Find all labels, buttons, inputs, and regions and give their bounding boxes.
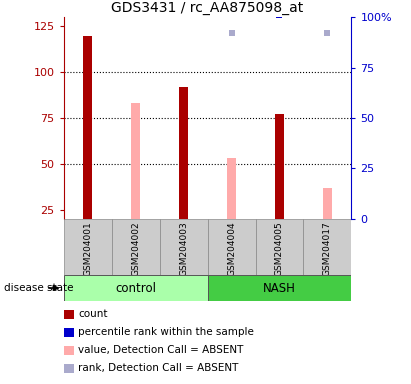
- Bar: [323, 188, 332, 219]
- Bar: [83, 36, 92, 219]
- Text: GSM204004: GSM204004: [227, 222, 236, 276]
- Bar: [64, 219, 112, 275]
- Text: count: count: [78, 309, 108, 319]
- Bar: [275, 114, 284, 219]
- Bar: [131, 103, 140, 219]
- Bar: [159, 219, 208, 275]
- Text: control: control: [115, 281, 156, 295]
- Bar: [303, 219, 351, 275]
- Text: GSM204003: GSM204003: [179, 222, 188, 276]
- Bar: [179, 87, 188, 219]
- Text: rank, Detection Call = ABSENT: rank, Detection Call = ABSENT: [78, 363, 238, 374]
- Bar: [256, 219, 303, 275]
- Text: NASH: NASH: [263, 281, 296, 295]
- Bar: [208, 219, 256, 275]
- Bar: [64, 275, 208, 301]
- Text: GSM204002: GSM204002: [131, 222, 140, 276]
- Bar: [227, 159, 236, 219]
- Text: disease state: disease state: [4, 283, 74, 293]
- Text: value, Detection Call = ABSENT: value, Detection Call = ABSENT: [78, 345, 243, 356]
- Text: percentile rank within the sample: percentile rank within the sample: [78, 327, 254, 338]
- Text: GSM204017: GSM204017: [323, 222, 332, 276]
- Bar: [112, 219, 159, 275]
- Bar: [208, 275, 351, 301]
- Title: GDS3431 / rc_AA875098_at: GDS3431 / rc_AA875098_at: [111, 1, 304, 15]
- Text: GSM204001: GSM204001: [83, 222, 92, 276]
- Text: GSM204005: GSM204005: [275, 222, 284, 276]
